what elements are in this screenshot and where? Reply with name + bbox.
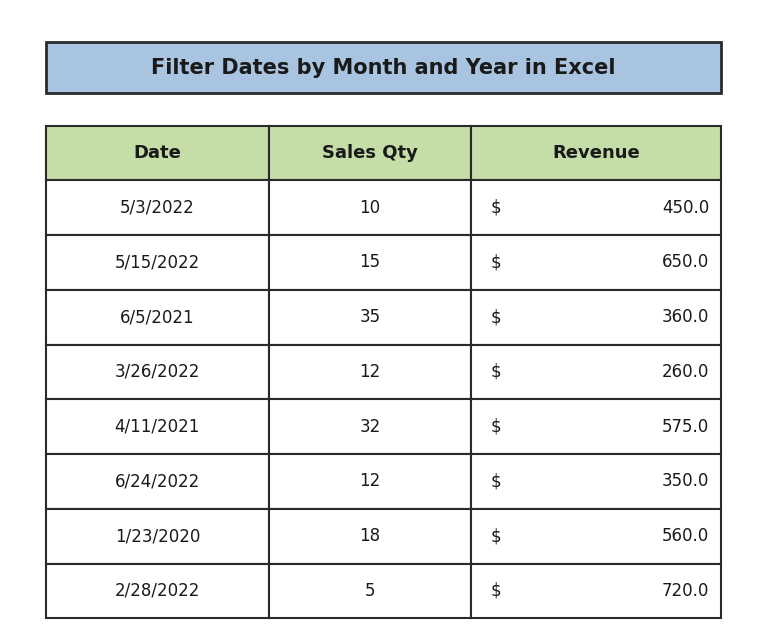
Text: 560.0: 560.0 — [662, 527, 709, 545]
Text: 360.0: 360.0 — [662, 308, 709, 326]
Text: 15: 15 — [360, 254, 380, 271]
Text: 18: 18 — [360, 527, 380, 545]
FancyBboxPatch shape — [471, 454, 721, 509]
FancyBboxPatch shape — [471, 399, 721, 454]
Text: 575.0: 575.0 — [662, 418, 709, 435]
Text: 260.0: 260.0 — [662, 363, 709, 381]
Text: $: $ — [490, 363, 501, 381]
FancyBboxPatch shape — [46, 235, 268, 290]
Text: $: $ — [490, 254, 501, 271]
FancyBboxPatch shape — [268, 454, 471, 509]
Text: 650.0: 650.0 — [662, 254, 709, 271]
Text: $: $ — [490, 308, 501, 326]
Text: 3/26/2022: 3/26/2022 — [115, 363, 200, 381]
Text: 720.0: 720.0 — [662, 582, 709, 600]
Text: $: $ — [490, 582, 501, 600]
FancyBboxPatch shape — [471, 235, 721, 290]
FancyBboxPatch shape — [46, 564, 268, 618]
FancyBboxPatch shape — [471, 345, 721, 399]
Text: 450.0: 450.0 — [662, 199, 709, 216]
FancyBboxPatch shape — [46, 509, 268, 564]
FancyBboxPatch shape — [268, 180, 471, 235]
Text: 12: 12 — [360, 363, 380, 381]
Text: 5/3/2022: 5/3/2022 — [120, 199, 195, 216]
Text: 4/11/2021: 4/11/2021 — [115, 418, 200, 435]
Text: 35: 35 — [360, 308, 380, 326]
Text: 350.0: 350.0 — [662, 473, 709, 490]
FancyBboxPatch shape — [268, 126, 471, 180]
FancyBboxPatch shape — [471, 564, 721, 618]
FancyBboxPatch shape — [46, 180, 268, 235]
Text: 5: 5 — [365, 582, 375, 600]
FancyBboxPatch shape — [46, 290, 268, 345]
Text: 10: 10 — [360, 199, 380, 216]
FancyBboxPatch shape — [268, 509, 471, 564]
Text: 1/23/2020: 1/23/2020 — [115, 527, 200, 545]
FancyBboxPatch shape — [46, 454, 268, 509]
Text: $: $ — [490, 418, 501, 435]
Text: Date: Date — [133, 144, 181, 162]
FancyBboxPatch shape — [268, 290, 471, 345]
Text: Filter Dates by Month and Year in Excel: Filter Dates by Month and Year in Excel — [151, 57, 616, 78]
Text: 6/24/2022: 6/24/2022 — [115, 473, 200, 490]
Text: 12: 12 — [360, 473, 380, 490]
Text: 2/28/2022: 2/28/2022 — [115, 582, 200, 600]
Text: 6/5/2021: 6/5/2021 — [120, 308, 195, 326]
FancyBboxPatch shape — [46, 345, 268, 399]
Text: 32: 32 — [360, 418, 380, 435]
FancyBboxPatch shape — [46, 126, 268, 180]
Text: $: $ — [490, 199, 501, 216]
Text: Sales Qty: Sales Qty — [322, 144, 418, 162]
FancyBboxPatch shape — [268, 399, 471, 454]
Text: 5/15/2022: 5/15/2022 — [115, 254, 200, 271]
FancyBboxPatch shape — [471, 509, 721, 564]
FancyBboxPatch shape — [46, 42, 721, 93]
FancyBboxPatch shape — [268, 235, 471, 290]
FancyBboxPatch shape — [471, 180, 721, 235]
FancyBboxPatch shape — [471, 290, 721, 345]
Text: Revenue: Revenue — [552, 144, 640, 162]
Text: $: $ — [490, 473, 501, 490]
FancyBboxPatch shape — [46, 399, 268, 454]
FancyBboxPatch shape — [268, 345, 471, 399]
FancyBboxPatch shape — [471, 126, 721, 180]
FancyBboxPatch shape — [268, 564, 471, 618]
Text: $: $ — [490, 527, 501, 545]
